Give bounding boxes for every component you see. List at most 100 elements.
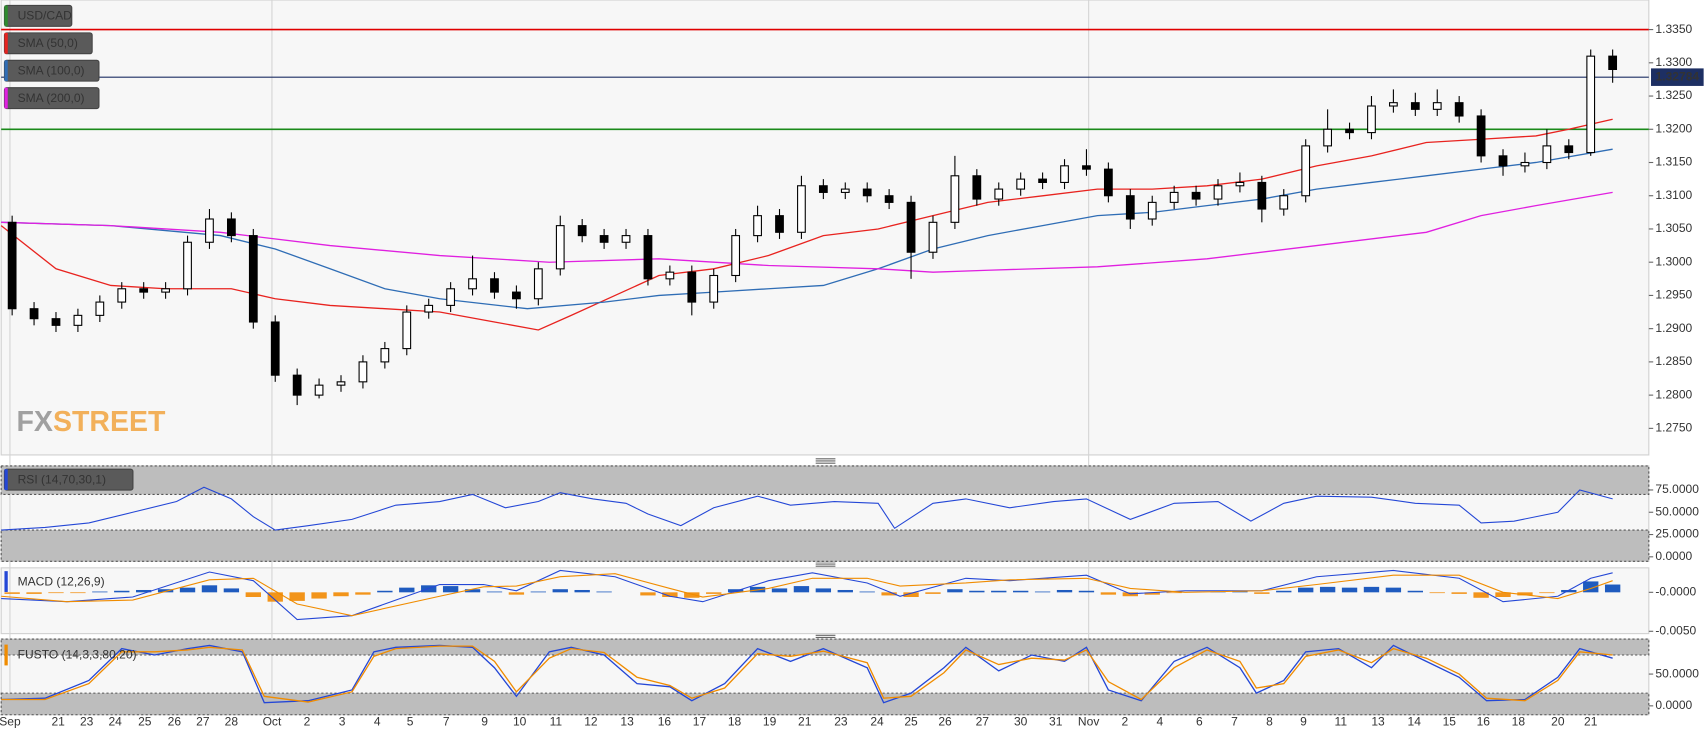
x-tick-label: 8	[1266, 715, 1273, 729]
macd-histogram-bar	[1166, 592, 1182, 594]
x-tick-label: 2	[304, 715, 311, 729]
x-tick-label: 24	[108, 715, 122, 729]
macd-histogram-bar	[1363, 586, 1380, 593]
y-tick-label: 1.2850	[1655, 354, 1692, 368]
macd-histogram-bar	[442, 586, 459, 593]
macd-histogram-bar	[1561, 589, 1577, 593]
macd-histogram-bar	[289, 592, 305, 601]
macd-histogram-bar	[377, 590, 393, 593]
candle-body	[248, 235, 258, 323]
candle-body	[818, 185, 828, 193]
x-tick-label: 18	[1512, 715, 1526, 729]
candle-body	[139, 288, 149, 293]
candle-body	[884, 195, 894, 203]
y-tick-label: 1.2900	[1655, 321, 1692, 335]
candle-body	[1125, 195, 1135, 220]
macd-histogram-bar	[1451, 592, 1467, 594]
macd-histogram-bar	[574, 589, 590, 593]
candle-body	[1235, 181, 1245, 187]
x-tick-label: 2	[1121, 715, 1128, 729]
candle-body	[1147, 201, 1157, 220]
candle-body	[1454, 102, 1464, 117]
x-tick-label: 12	[584, 715, 598, 729]
x-tick-label: 23	[834, 715, 848, 729]
candle-body	[709, 274, 719, 303]
x-tick-label: 27	[976, 715, 990, 729]
candle-body	[599, 235, 609, 243]
macd-histogram-bar	[114, 590, 130, 593]
x-tick-label: 13	[620, 715, 634, 729]
macd-histogram-bar	[1385, 587, 1402, 593]
legend-label: SMA (100,0)	[18, 63, 85, 77]
candle-body	[336, 381, 346, 386]
y-tick-label: 0.0000	[1655, 549, 1692, 563]
macd-histogram-bar	[771, 588, 788, 593]
candle-body	[906, 201, 916, 253]
x-tick-label: 19	[763, 715, 777, 729]
candle-body	[840, 188, 850, 193]
legend-swatch	[4, 5, 8, 27]
macd-histogram-bar	[1583, 581, 1599, 593]
candle-body	[1082, 165, 1091, 170]
x-tick-label: 28	[225, 715, 239, 729]
y-tick-label: -0.0000	[1655, 585, 1696, 599]
candle-body	[1038, 178, 1047, 183]
candle-body	[314, 384, 324, 396]
macd-histogram-bar	[1078, 590, 1095, 593]
macd-histogram-bar	[837, 589, 853, 593]
x-tick-label: 13	[1371, 715, 1385, 729]
candle-body	[95, 301, 105, 316]
candle-body	[1279, 195, 1289, 210]
y-tick-label: 25.0000	[1655, 527, 1699, 541]
macd-histogram-bar	[92, 591, 108, 593]
macd-line	[1, 569, 1613, 621]
candle-body	[446, 288, 456, 306]
legend-label: MACD (12,26,9)	[18, 574, 105, 588]
candle-body	[1257, 181, 1267, 210]
x-tick-label: 27	[196, 715, 210, 729]
oversold-band	[0, 529, 1650, 562]
y-tick-label: 1.2750	[1655, 421, 1692, 435]
macd-histogram-bar	[1013, 590, 1029, 593]
macd-histogram-bar	[1232, 591, 1248, 593]
x-tick-label: 21	[798, 715, 812, 729]
macd-histogram-bar	[596, 591, 612, 593]
macd-histogram-bar	[1517, 592, 1533, 596]
candle-body	[29, 308, 39, 320]
x-tick-label: 3	[339, 715, 346, 729]
macd-histogram-bar	[1144, 592, 1160, 595]
macd-histogram-bar	[26, 592, 42, 594]
candle-body	[753, 215, 762, 237]
macd-histogram-bar	[903, 592, 919, 597]
legend-swatch	[4, 60, 8, 82]
candle-body	[1169, 191, 1179, 203]
macd-histogram-bar	[969, 590, 985, 593]
candle-body	[687, 271, 697, 303]
y-tick-label: -0.0050	[1655, 623, 1696, 637]
macd-histogram-bar	[223, 588, 240, 593]
candle-body	[928, 221, 938, 253]
overbought-band	[0, 465, 1650, 495]
candle-body	[1103, 168, 1113, 197]
macd-histogram-bar	[486, 591, 503, 593]
candle-body	[424, 304, 434, 313]
x-tick-label: 5	[407, 715, 414, 729]
macd-histogram-bar	[464, 589, 481, 593]
macd-histogram-bar	[267, 592, 283, 602]
y-tick-label: 1.3150	[1655, 155, 1692, 169]
x-tick-label: 25	[904, 715, 918, 729]
x-tick-label: Sep	[0, 715, 21, 729]
macd-histogram-bar	[4, 592, 20, 594]
candle-body	[1498, 155, 1508, 167]
x-tick-label: 11	[550, 715, 563, 729]
macd-line	[1, 573, 1613, 617]
macd-histogram-bar	[1254, 592, 1270, 594]
candle-body	[643, 235, 653, 280]
x-tick-label: 31	[1049, 715, 1063, 729]
x-tick-label: 7	[443, 715, 450, 729]
macd-histogram-bar	[1473, 592, 1489, 598]
macd-histogram-bar	[925, 592, 941, 594]
macd-histogram-bar	[640, 592, 656, 596]
candle-body	[1564, 145, 1574, 154]
